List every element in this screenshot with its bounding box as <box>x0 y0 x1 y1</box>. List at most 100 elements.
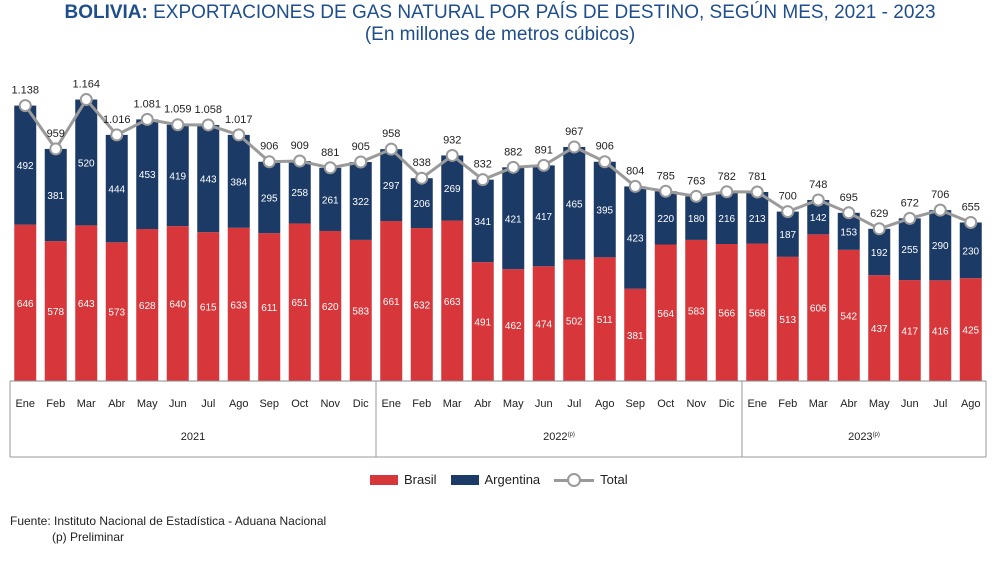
total-label: 804 <box>626 165 644 177</box>
data-label-brasil: 417 <box>901 327 918 338</box>
data-label-argentina: 423 <box>627 234 644 245</box>
bar-argentina <box>166 124 189 227</box>
bar-argentina <box>349 161 372 240</box>
total-point <box>781 205 795 219</box>
bar-brasil <box>471 262 494 381</box>
data-label-argentina: 213 <box>749 214 766 225</box>
x-tick-label: Feb <box>412 398 431 410</box>
total-label: 1.081 <box>133 98 161 110</box>
total-label: 958 <box>382 128 400 140</box>
data-label-brasil: 416 <box>932 327 949 338</box>
bar-argentina <box>502 167 525 270</box>
data-label-argentina: 290 <box>932 241 949 252</box>
bar-brasil <box>746 243 769 381</box>
x-tick-label: Oct <box>657 398 674 410</box>
bar-argentina <box>685 196 708 240</box>
bar-argentina <box>197 124 220 233</box>
total-label: 1.164 <box>72 79 100 91</box>
data-label-brasil: 381 <box>627 331 644 342</box>
x-tick-label: Jun <box>901 398 919 410</box>
x-tick-label: Feb <box>46 398 65 410</box>
bar-brasil <box>380 221 403 381</box>
total-label: 832 <box>474 159 492 171</box>
total-point <box>964 215 978 229</box>
total-point <box>903 211 917 225</box>
bar-argentina <box>258 161 281 234</box>
total-label: 881 <box>321 147 339 159</box>
x-tick-label: Jul <box>201 398 215 410</box>
bar-brasil <box>837 249 860 381</box>
bar-brasil <box>868 275 891 381</box>
bar-brasil <box>654 244 677 381</box>
bar-brasil <box>593 257 616 381</box>
total-point <box>110 128 124 142</box>
total-point <box>933 203 947 217</box>
x-tick-label: Abr <box>840 398 857 410</box>
data-label-brasil: 578 <box>47 307 64 318</box>
bar-argentina <box>959 222 982 279</box>
chart-title-block: BOLIVIA: EXPORTACIONES DE GAS NATURAL PO… <box>0 0 1000 46</box>
bar-brasil <box>227 227 250 381</box>
legend-label-total: Total <box>600 472 628 487</box>
bar-brasil <box>319 230 342 381</box>
bar-argentina <box>593 161 616 258</box>
data-label-brasil: 513 <box>779 315 796 326</box>
total-label: 906 <box>596 141 614 153</box>
chart-title-text: EXPORTACIONES DE GAS NATURAL POR PAÍS DE… <box>147 2 936 23</box>
x-tick-label: Dic <box>353 398 369 410</box>
bar-brasil <box>197 232 220 381</box>
bar-brasil <box>898 280 921 381</box>
bar-argentina <box>807 199 830 235</box>
bar-brasil <box>563 259 586 381</box>
data-label-brasil: 661 <box>383 297 400 308</box>
data-label-argentina: 421 <box>505 214 522 225</box>
x-tick-label: Ago <box>961 398 981 410</box>
data-label-argentina: 180 <box>688 214 705 225</box>
data-label-brasil: 640 <box>169 300 186 311</box>
x-tick-label: Jun <box>169 398 187 410</box>
total-point <box>79 93 93 107</box>
source-note: Fuente: Instituto Nacional de Estadístic… <box>10 513 326 545</box>
bar-argentina <box>898 218 921 281</box>
legend-swatch-total <box>554 472 595 487</box>
data-label-argentina: 443 <box>200 175 217 186</box>
total-point <box>232 128 246 142</box>
bar-argentina <box>715 191 738 245</box>
bar-brasil <box>75 225 98 381</box>
bar-argentina <box>471 179 494 263</box>
bar-argentina <box>746 191 769 244</box>
x-tick-label: Ene <box>15 398 35 410</box>
total-point <box>811 193 825 207</box>
data-label-brasil: 583 <box>688 306 705 317</box>
total-point <box>720 185 734 199</box>
x-tick-label: Ene <box>381 398 401 410</box>
legend-label-argentina: Argentina <box>484 472 541 487</box>
data-label-brasil: 646 <box>17 299 34 310</box>
total-label: 1.138 <box>11 85 39 97</box>
bar-brasil <box>349 239 372 381</box>
data-label-brasil: 633 <box>230 300 247 311</box>
data-label-brasil: 474 <box>535 320 552 331</box>
data-label-brasil: 425 <box>962 326 979 337</box>
data-label-argentina: 297 <box>383 181 400 192</box>
data-label-brasil: 620 <box>322 302 339 313</box>
chart-legend: Brasil Argentina Total <box>370 472 642 487</box>
bar-argentina <box>776 211 799 257</box>
x-tick-label: Oct <box>291 398 308 410</box>
data-label-brasil: 502 <box>566 316 583 327</box>
data-label-argentina: 255 <box>901 245 918 256</box>
total-label: 967 <box>565 126 583 138</box>
data-label-argentina: 261 <box>322 195 339 206</box>
data-label-argentina: 192 <box>871 248 888 259</box>
data-label-brasil: 611 <box>261 303 277 314</box>
data-label-argentina: 220 <box>657 214 674 225</box>
data-label-brasil: 491 <box>474 318 491 329</box>
total-point <box>445 148 459 162</box>
group-label-year: 2023(p) <box>848 431 880 443</box>
bar-brasil <box>929 280 952 381</box>
total-label: 905 <box>352 141 370 153</box>
bar-argentina <box>868 228 891 276</box>
x-tick-label: Nov <box>320 398 340 410</box>
x-tick-label: Jul <box>567 398 581 410</box>
data-label-argentina: 395 <box>596 206 613 217</box>
